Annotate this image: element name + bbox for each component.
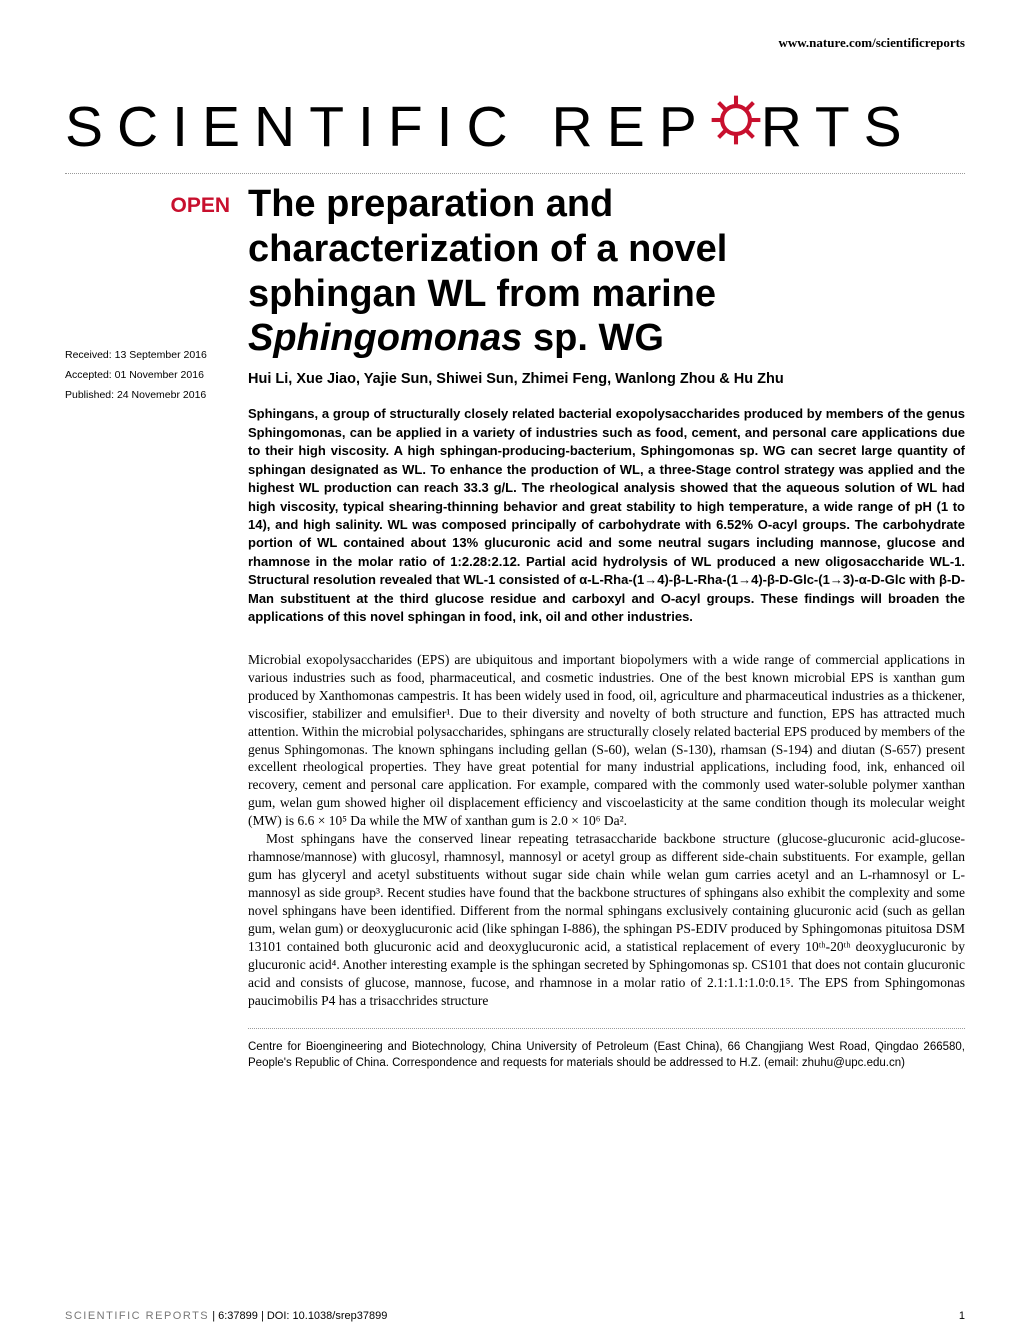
divider (65, 173, 965, 174)
paragraph-2: Most sphingans have the conserved linear… (248, 830, 965, 1010)
logo-text-3: RTS (761, 94, 916, 160)
logo-text-1: SCIENTIFIC (65, 94, 522, 160)
title-line-2: characterization of a novel (248, 228, 727, 270)
title-line-4-rest: sp. WG (522, 317, 663, 359)
accepted-date: Accepted: 01 November 2016 (65, 366, 230, 386)
journal-logo: SCIENTIFIC REP RTS (65, 91, 965, 163)
article-title: The preparation and characterization of … (248, 182, 965, 361)
received-date: Received: 13 September 2016 (65, 346, 230, 366)
footer-citation: | 6:37899 | DOI: 10.1038/srep37899 (209, 1310, 387, 1322)
title-italic: Sphingomonas (248, 317, 522, 359)
gear-icon (707, 91, 765, 163)
open-access-badge: OPEN (65, 194, 230, 218)
title-line-1: The preparation and (248, 183, 613, 225)
paragraph-1: Microbial exopolysaccharides (EPS) are u… (248, 651, 965, 831)
authors: Hui Li, Xue Jiao, Yajie Sun, Shiwei Sun,… (248, 371, 965, 387)
title-line-3: sphingan WL from marine (248, 273, 716, 315)
divider (248, 1028, 965, 1029)
abstract: Sphingans, a group of structurally close… (248, 405, 965, 626)
page-number: 1 (959, 1310, 965, 1322)
published-date: Published: 24 Novemebr 2016 (65, 386, 230, 406)
page-footer: SCIENTIFIC REPORTS | 6:37899 | DOI: 10.1… (65, 1310, 965, 1322)
footer-journal: SCIENTIFIC REPORTS (65, 1310, 209, 1322)
affiliation: Centre for Bioengineering and Biotechnol… (248, 1039, 965, 1072)
left-column: OPEN Received: 13 September 2016 Accepte… (65, 182, 230, 1072)
publication-dates: Received: 13 September 2016 Accepted: 01… (65, 346, 230, 406)
site-url: www.nature.com/scientificreports (65, 35, 965, 51)
logo-text-2: REP (552, 94, 711, 160)
right-column: The preparation and characterization of … (248, 182, 965, 1072)
body-text: Microbial exopolysaccharides (EPS) are u… (248, 651, 965, 1010)
